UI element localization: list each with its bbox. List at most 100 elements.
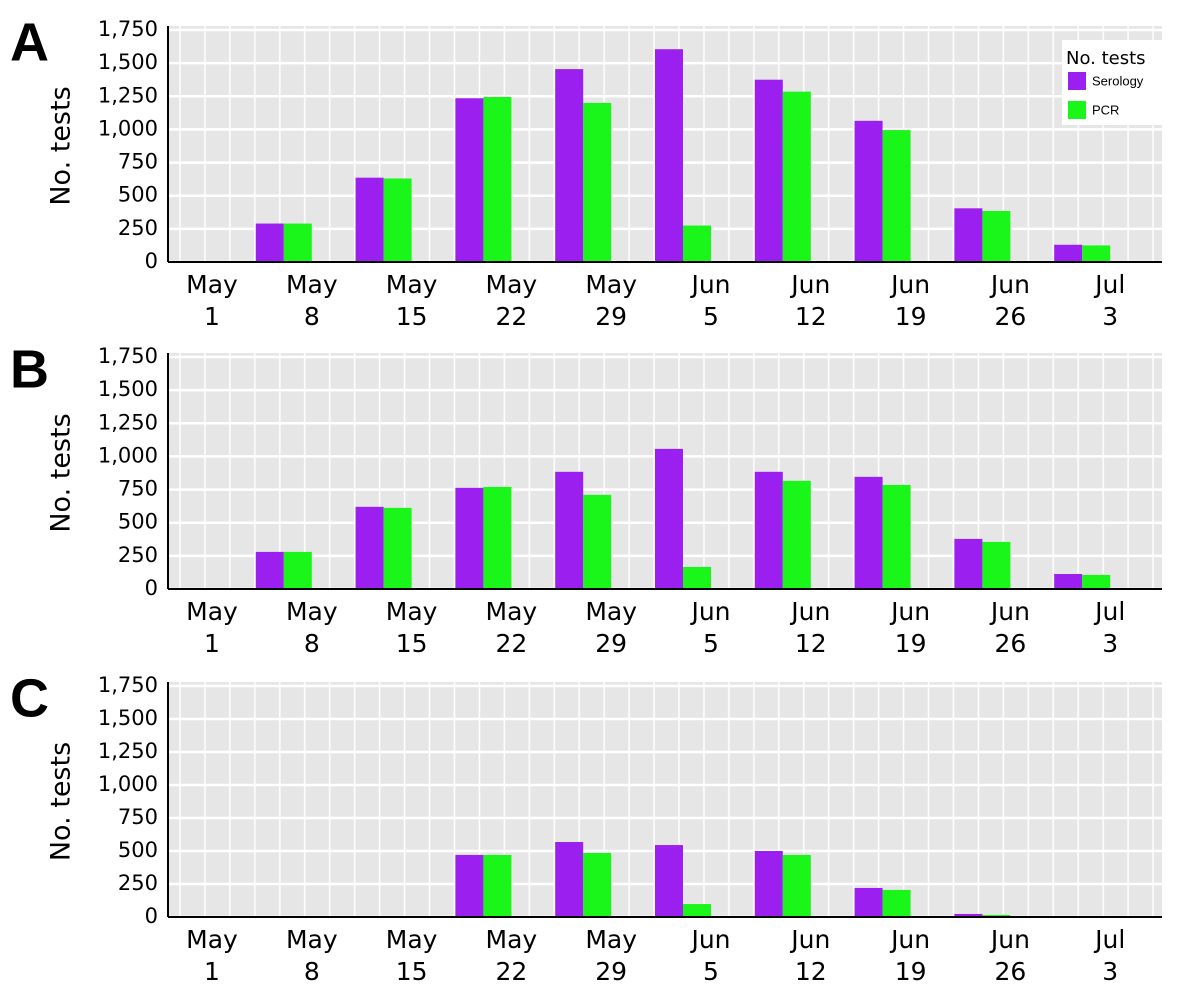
y-axis-title: No. tests xyxy=(46,413,77,532)
bar xyxy=(954,538,983,589)
x-tick-label: May xyxy=(286,925,338,954)
y-tick-label: 1,000 xyxy=(98,443,158,467)
bar xyxy=(283,551,312,589)
x-tick-label: 8 xyxy=(304,629,320,658)
y-tick-label: 750 xyxy=(118,477,158,501)
x-tick-label: 5 xyxy=(703,957,719,986)
y-tick-label: 1,000 xyxy=(98,772,158,796)
x-tick-label: May xyxy=(585,270,637,299)
x-tick-label: 19 xyxy=(895,629,927,658)
y-tick-label: 1,000 xyxy=(98,116,158,140)
bar xyxy=(655,448,683,589)
bar xyxy=(754,79,783,262)
x-tick-label: 19 xyxy=(895,957,927,986)
x-tick-label: 29 xyxy=(595,302,627,331)
y-tick-label: 1,750 xyxy=(98,344,158,368)
x-tick-label: 26 xyxy=(994,629,1026,658)
x-tick-label: 29 xyxy=(595,957,627,986)
y-tick-label: 250 xyxy=(118,543,158,567)
bar xyxy=(882,889,911,917)
y-tick-label: 1,250 xyxy=(98,83,158,107)
bar xyxy=(583,852,612,917)
bar xyxy=(583,494,612,589)
x-tick-label: Jun xyxy=(989,270,1030,299)
x-tick-label: May xyxy=(186,925,238,954)
bar xyxy=(383,507,412,589)
bar xyxy=(355,177,384,262)
x-tick-label: 8 xyxy=(304,302,320,331)
y-tick-label: 0 xyxy=(145,576,158,600)
y-tick-label: 0 xyxy=(145,904,158,928)
x-tick-label: 12 xyxy=(795,629,827,658)
x-tick-label: Jun xyxy=(889,597,930,626)
x-tick-label: May xyxy=(386,925,438,954)
bar xyxy=(683,566,711,589)
x-tick-label: 15 xyxy=(396,957,428,986)
bar xyxy=(1082,574,1111,589)
x-tick-label: Jul xyxy=(1093,925,1125,954)
x-tick-label: 3 xyxy=(1102,302,1118,331)
x-tick-label: Jun xyxy=(989,597,1030,626)
panel-label: C xyxy=(10,668,49,728)
x-tick-label: May xyxy=(186,270,238,299)
bar xyxy=(683,225,711,262)
bar xyxy=(1054,574,1083,589)
x-tick-label: Jun xyxy=(789,597,830,626)
bar xyxy=(854,476,883,589)
x-tick-label: 1 xyxy=(204,629,220,658)
bar xyxy=(483,486,512,589)
panel-label: B xyxy=(10,339,49,399)
x-tick-label: 26 xyxy=(994,302,1026,331)
y-tick-label: 1,750 xyxy=(98,17,158,41)
legend-label: PCR xyxy=(1092,102,1119,117)
x-tick-label: May xyxy=(585,925,637,954)
legend-swatch xyxy=(1068,101,1086,119)
bar xyxy=(782,91,811,262)
x-tick-label: Jun xyxy=(889,270,930,299)
x-tick-label: 5 xyxy=(703,629,719,658)
y-tick-label: 250 xyxy=(118,216,158,240)
x-tick-label: May xyxy=(386,597,438,626)
bar xyxy=(455,98,484,262)
x-tick-label: May xyxy=(486,597,538,626)
bar xyxy=(683,904,711,917)
y-tick-label: 1,500 xyxy=(98,377,158,401)
y-axis-title: No. tests xyxy=(46,742,77,861)
x-tick-label: Jul xyxy=(1093,270,1125,299)
bar xyxy=(383,178,412,262)
x-tick-label: 15 xyxy=(396,302,428,331)
x-tick-label: May xyxy=(486,270,538,299)
y-tick-label: 1,500 xyxy=(98,50,158,74)
bar xyxy=(283,223,312,262)
x-tick-label: Jun xyxy=(689,925,730,954)
x-tick-label: 22 xyxy=(495,629,527,658)
y-tick-label: 500 xyxy=(118,838,158,862)
bar xyxy=(782,854,811,917)
y-tick-label: 250 xyxy=(118,871,158,895)
x-tick-label: 1 xyxy=(204,302,220,331)
x-tick-label: May xyxy=(286,270,338,299)
y-tick-label: 1,750 xyxy=(98,673,158,697)
bar xyxy=(455,487,484,589)
bar xyxy=(555,842,584,917)
y-tick-label: 0 xyxy=(145,249,158,273)
x-tick-label: Jun xyxy=(989,925,1030,954)
x-tick-label: 22 xyxy=(495,957,527,986)
x-tick-label: 15 xyxy=(396,629,428,658)
x-tick-label: Jun xyxy=(789,270,830,299)
x-tick-label: 12 xyxy=(795,957,827,986)
x-tick-label: May xyxy=(386,270,438,299)
y-tick-label: 1,250 xyxy=(98,739,158,763)
x-tick-label: 19 xyxy=(895,302,927,331)
x-tick-label: 12 xyxy=(795,302,827,331)
x-tick-label: Jul xyxy=(1093,597,1125,626)
bar xyxy=(555,69,584,262)
bar xyxy=(655,49,683,263)
bar xyxy=(754,851,783,917)
x-tick-label: Jun xyxy=(889,925,930,954)
y-tick-label: 500 xyxy=(118,183,158,207)
panel-label: A xyxy=(10,12,49,72)
x-tick-label: 29 xyxy=(595,629,627,658)
x-tick-label: May xyxy=(585,597,637,626)
bar xyxy=(255,551,284,589)
